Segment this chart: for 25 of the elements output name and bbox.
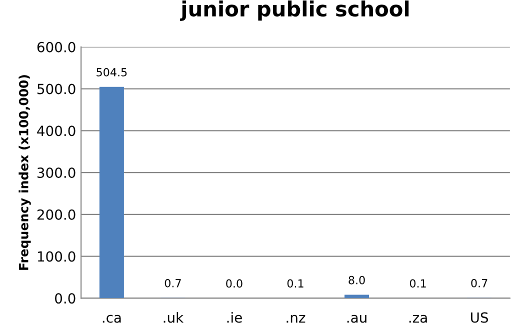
data-label: 8.0 [348, 276, 365, 284]
y-tick-label: 200.0 [37, 209, 76, 220]
x-tick-label: .nz [286, 314, 306, 323]
y-tick-label: 100.0 [38, 251, 76, 262]
y-tick-label: 600.0 [37, 42, 76, 52]
x-tick-label: .za [409, 314, 427, 323]
x-tick-label: .au [347, 314, 366, 323]
data-label: 0.1 [287, 279, 304, 288]
y-tick-label: 300.0 [38, 167, 76, 178]
y-tick-label: 500.0 [38, 84, 76, 94]
y-axis-title: Frequency index (x100,000) [18, 75, 31, 270]
x-tick-label: .ca [102, 314, 121, 323]
chart-title: junior public school [180, 0, 409, 21]
data-label: 0.7 [164, 278, 181, 288]
bar [344, 294, 370, 298]
data-label: 0.1 [410, 279, 426, 288]
y-tick-label: 400.0 [37, 126, 76, 136]
x-tick-label: .ie [227, 312, 242, 323]
x-tick-label: .uk [164, 312, 184, 323]
y-tick-label: 0.0 [55, 293, 76, 304]
data-label: 0.7 [471, 278, 488, 288]
x-tick-label: US [471, 312, 488, 323]
data-label: 0.0 [226, 279, 242, 288]
bar [99, 86, 124, 298]
data-label: 504.5 [96, 68, 127, 76]
